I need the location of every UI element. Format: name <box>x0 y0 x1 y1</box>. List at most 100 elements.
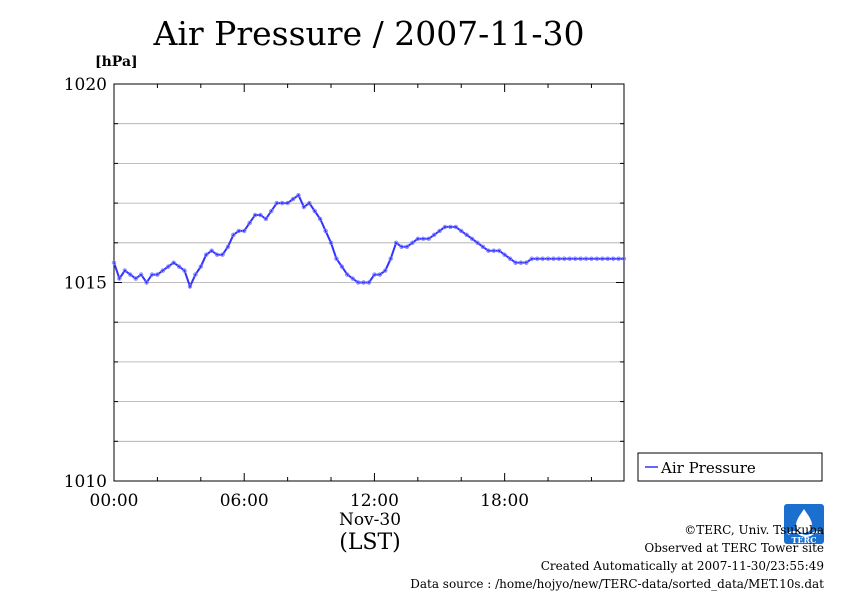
data-point <box>176 264 182 269</box>
data-point <box>209 248 214 253</box>
data-point <box>220 252 225 257</box>
data-point <box>583 256 589 261</box>
data-point <box>431 232 437 238</box>
series-line <box>113 193 624 290</box>
data-point <box>415 236 421 242</box>
x-tick-label: 00:00 <box>90 491 139 511</box>
data-point <box>480 244 486 249</box>
data-point <box>285 200 290 206</box>
data-point <box>605 256 610 261</box>
data-point <box>610 256 616 261</box>
y-tick-label: 1010 <box>64 472 107 492</box>
data-point <box>361 280 366 285</box>
data-point <box>475 240 480 245</box>
data-point <box>399 244 404 249</box>
grid-lines <box>114 123 624 442</box>
legend-box <box>637 452 823 482</box>
data-point <box>317 216 323 222</box>
data-point <box>589 256 594 261</box>
data-point <box>556 256 562 261</box>
data-point <box>421 236 426 242</box>
data-point <box>290 196 296 202</box>
data-point <box>594 256 600 261</box>
y-axis-unit-label: [hPa] <box>95 54 138 70</box>
data-point <box>258 212 263 218</box>
y-tick-label: 1020 <box>64 75 107 95</box>
data-point <box>545 256 551 261</box>
data-point <box>214 252 220 257</box>
data-point <box>328 240 334 245</box>
x-axis-caption: Nov-30 (LST) <box>300 510 440 556</box>
credit-created-timestamp: Created Automatically at 2007-11-30/23:5… <box>540 559 824 573</box>
data-point <box>529 256 534 261</box>
series-air-pressure <box>111 192 627 290</box>
data-point <box>562 256 567 261</box>
data-point <box>193 272 198 277</box>
data-point <box>524 260 529 265</box>
data-point <box>442 224 448 230</box>
data-point <box>204 252 209 257</box>
data-point <box>182 268 187 273</box>
data-point <box>252 212 258 218</box>
data-point <box>247 220 252 226</box>
credits-block: ©TERC, Univ. Tsukuba Observed at TERC To… <box>410 521 824 593</box>
data-point <box>567 256 572 261</box>
data-point <box>459 228 464 234</box>
data-point <box>171 260 176 265</box>
data-point <box>464 232 469 238</box>
data-point <box>133 276 138 281</box>
data-point <box>388 256 393 261</box>
data-point <box>122 268 128 273</box>
data-point <box>437 228 442 234</box>
x-tick-label: 18:00 <box>480 491 529 511</box>
data-point <box>198 264 204 269</box>
chart-title: Air Pressure / 2007-11-30 <box>153 14 585 53</box>
data-point <box>551 256 556 261</box>
data-point <box>231 232 236 238</box>
data-point <box>128 272 133 277</box>
data-point <box>339 264 345 269</box>
data-point <box>269 208 274 214</box>
x-axis-date-label: Nov-30 <box>338 510 402 530</box>
data-point <box>453 224 459 230</box>
data-point <box>600 256 605 261</box>
data-point <box>372 272 377 277</box>
data-point <box>236 228 241 234</box>
terc-logo-text: TERC <box>791 535 816 545</box>
data-point <box>301 204 307 210</box>
data-point <box>486 248 491 253</box>
data-point <box>621 256 627 261</box>
x-tick-label: 12:00 <box>350 491 399 511</box>
data-point <box>534 256 540 261</box>
data-point <box>279 200 285 206</box>
data-point <box>274 200 279 206</box>
y-tick-label: 1015 <box>64 274 107 294</box>
legend: Air Pressure <box>637 452 823 482</box>
data-point <box>616 256 621 261</box>
data-point <box>334 256 339 261</box>
data-point <box>448 224 453 230</box>
data-point <box>350 276 355 281</box>
data-point <box>117 276 122 281</box>
data-point <box>242 228 247 234</box>
data-point <box>578 256 583 261</box>
data-point <box>426 236 431 242</box>
credit-data-source: Data source : /home/hojyo/new/TERC-data/… <box>410 577 824 591</box>
data-point <box>323 228 328 234</box>
data-point <box>138 272 144 277</box>
terc-logo-icon: TERC <box>784 504 824 545</box>
data-point <box>144 280 149 285</box>
data-point <box>469 236 475 242</box>
x-axis-timezone-label: (LST) <box>339 530 401 555</box>
data-point <box>491 248 496 253</box>
data-point <box>410 240 415 245</box>
data-point <box>355 280 361 285</box>
data-point <box>149 272 155 277</box>
data-point <box>296 192 301 198</box>
data-point <box>393 240 399 245</box>
credit-copyright: ©TERC, Univ. Tsukuba <box>684 523 824 537</box>
legend-label-air-pressure: Air Pressure <box>660 459 756 477</box>
data-point <box>160 268 166 273</box>
data-point <box>225 244 231 249</box>
